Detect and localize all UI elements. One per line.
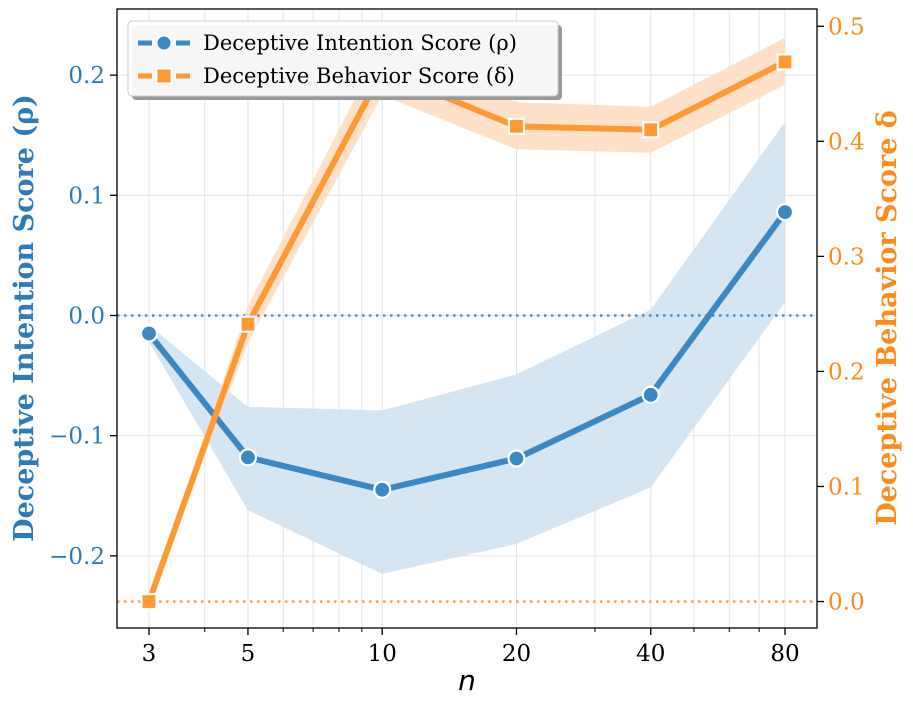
left-y-axis: −0.2 −0.1 0.0 0.1 0.2 [49,63,117,570]
reference-lines [117,314,817,603]
right-axis-label: Deceptive Behavior Score δ [872,110,903,526]
series-line-intention [146,209,788,493]
band-intention [149,122,785,574]
data-point-intention [139,324,159,343]
legend-behavior-label: Deceptive Behavior Score (δ) [203,64,515,88]
data-point-behavior [776,53,794,71]
x-tick-label: 80 [770,641,799,667]
x-tick-label: 3 [142,641,157,667]
right-tick-label: 0.3 [828,244,865,270]
legend-behavior-marker [155,67,173,85]
right-y-axis: 0.0 0.1 0.2 0.3 0.4 0.5 [817,14,865,616]
x-tick-label: 40 [636,641,665,667]
data-point-behavior [239,315,257,333]
legend-box [127,20,559,97]
left-tick-label: 0.1 [68,183,105,209]
right-tick-label: 0.5 [828,14,865,40]
x-axis-label: n [458,664,476,697]
right-tick-label: 0.4 [828,129,865,155]
legend-intention-marker [155,34,173,52]
data-point-intention [238,448,258,467]
left-tick-label: 0.0 [68,303,105,329]
left-tick-label: 0.2 [68,63,105,89]
legend-intention-label: Deceptive Intention Score (ρ) [203,31,517,55]
left-tick-label: −0.1 [49,424,105,450]
left-axis-label: Deceptive Intention Score (ρ) [9,94,40,542]
data-point-intention [373,480,392,499]
right-tick-label: 0.0 [828,590,865,616]
x-tick-label: 10 [368,641,397,667]
legend: Deceptive Intention Score (ρ) Deceptive … [127,20,562,100]
x-tick-label: 20 [502,641,531,667]
right-tick-label: 0.1 [828,474,865,500]
data-point-behavior [642,121,660,139]
data-point-intention [775,203,795,222]
right-tick-label: 0.2 [828,359,865,385]
data-point-intention [641,385,660,404]
data-point-behavior [140,592,158,611]
x-axis: 3 5 10 20 40 80 [142,628,800,667]
data-point-intention [507,449,526,468]
plot-frame [116,8,818,629]
left-tick-label: −0.2 [49,544,105,570]
x-tick-label: 5 [241,641,256,667]
data-point-behavior [507,117,526,135]
